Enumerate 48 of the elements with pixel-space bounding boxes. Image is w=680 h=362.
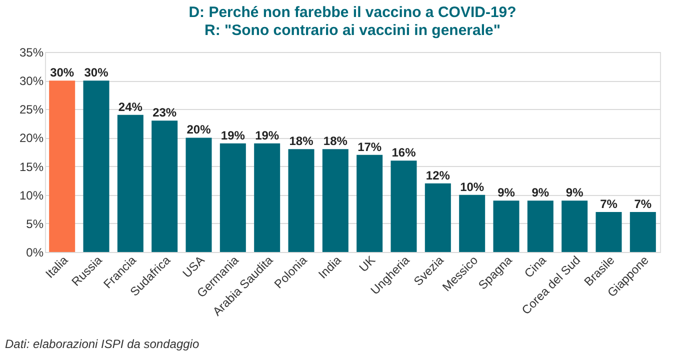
data-label: 19% [220, 128, 246, 142]
data-label: 19% [255, 128, 280, 142]
bar [459, 194, 486, 252]
data-label: 23% [152, 106, 177, 120]
bar [527, 200, 554, 252]
data-label: 18% [323, 134, 348, 148]
bar [83, 80, 110, 252]
y-tick-label: 10% [19, 188, 44, 202]
x-tick-label: Cina [522, 252, 550, 280]
y-tick-label: 30% [19, 74, 44, 88]
y-tick-label: 5% [26, 216, 44, 231]
bar [390, 160, 417, 252]
bar [117, 114, 144, 252]
bar [288, 149, 314, 252]
data-label: 10% [460, 180, 484, 194]
data-label: 9% [566, 186, 584, 200]
data-label: 24% [118, 100, 143, 114]
data-label: 9% [498, 186, 516, 200]
bar [220, 143, 246, 252]
bar [424, 183, 451, 252]
text: Dati: elaborazioni ISPI da sondaggio [5, 337, 200, 351]
data-label: 7% [600, 197, 618, 211]
data-label: 7% [634, 197, 652, 211]
data-label: 20% [186, 122, 212, 137]
chart-title: D: Perché non farebbe il vaccino a COVID-19? [188, 4, 516, 21]
bar [152, 120, 178, 252]
data-label: 30% [84, 66, 109, 80]
data-label: 30% [50, 66, 74, 80]
chart-subtitle: R: "Sono contrario ai vaccini in generale" [204, 22, 500, 39]
bar [49, 80, 76, 252]
y-tick-label: 25% [19, 102, 44, 117]
bar [356, 154, 383, 252]
bar [322, 149, 348, 252]
data-label: 9% [532, 186, 550, 200]
y-tick-label: 0% [26, 246, 44, 260]
bar [493, 200, 520, 252]
y-tick-label: 35% [19, 46, 44, 60]
bar [630, 212, 656, 252]
bar [186, 138, 212, 252]
y-tick-label: 20% [19, 131, 44, 146]
data-label: 18% [289, 134, 314, 148]
data-label: 16% [392, 146, 416, 160]
data-label: 12% [426, 168, 450, 182]
y-tick-label: 15% [19, 160, 44, 174]
data-label: 17% [358, 140, 382, 154]
bar [596, 212, 622, 252]
bar [562, 200, 588, 252]
bar [254, 143, 280, 252]
